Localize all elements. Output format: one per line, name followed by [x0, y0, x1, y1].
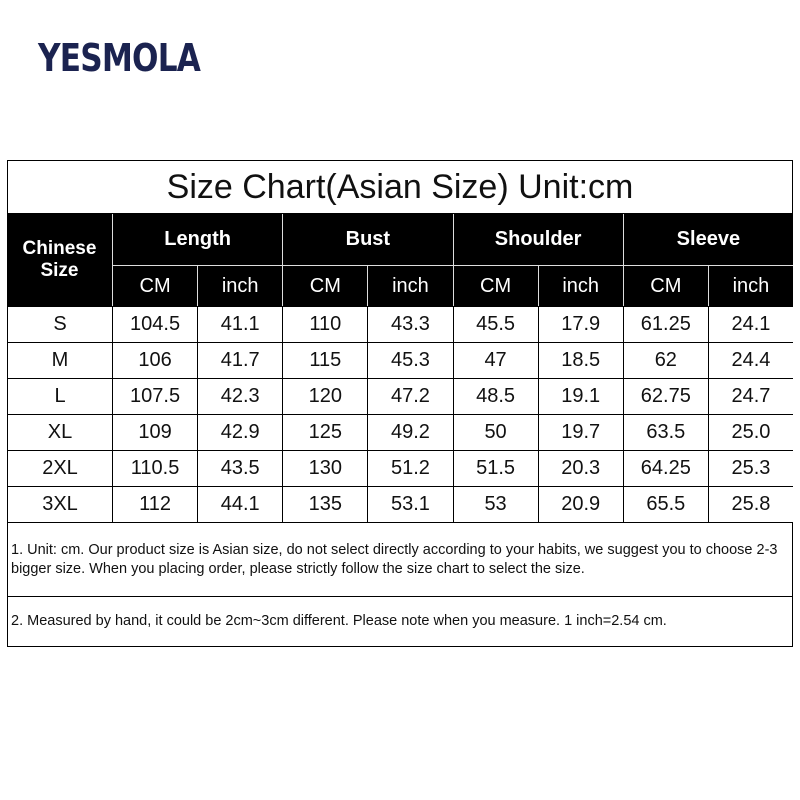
note: 2. Measured by hand, it could be 2cm~3cm… — [8, 597, 792, 646]
size-value: 61.25 — [623, 307, 708, 342]
size-value: 17.9 — [538, 307, 623, 342]
size-value: 115 — [283, 343, 368, 378]
size-value: 120 — [283, 379, 368, 414]
size-label: 2XL — [8, 451, 112, 486]
size-value: 18.5 — [538, 343, 623, 378]
size-value: 107.5 — [113, 379, 198, 414]
size-value: 24.1 — [708, 307, 793, 342]
unit-header: CM — [112, 265, 198, 306]
size-value: 130 — [283, 451, 368, 486]
size-value: 62.75 — [623, 379, 708, 414]
size-value: 20.9 — [538, 487, 623, 522]
group-header: Shoulder — [452, 214, 623, 265]
size-value: 64.25 — [623, 451, 708, 486]
size-value: 19.7 — [538, 415, 623, 450]
size-value: 110 — [283, 307, 368, 342]
brand: YESMOLA — [38, 36, 201, 80]
unit-header: inch — [707, 265, 793, 306]
size-value: 25.0 — [708, 415, 793, 450]
size-value: 20.3 — [538, 451, 623, 486]
size-label: L — [8, 379, 112, 414]
size-label: XL — [8, 415, 112, 450]
size-value: 45.3 — [368, 343, 453, 378]
size-value: 47.2 — [368, 379, 453, 414]
size-value: 42.3 — [198, 379, 283, 414]
size-value: 45.5 — [453, 307, 538, 342]
group-header: Length — [112, 214, 283, 265]
size-value: 19.1 — [538, 379, 623, 414]
size-value: 53.1 — [368, 487, 453, 522]
size-value: 51.2 — [368, 451, 453, 486]
size-value: 65.5 — [623, 487, 708, 522]
unit-header: CM — [282, 265, 368, 306]
size-value: 104.5 — [113, 307, 198, 342]
size-table: Size Chart(Asian Size) Unit:cm Chinese Si… — [7, 160, 793, 647]
size-value: 42.9 — [198, 415, 283, 450]
size-value: 41.7 — [198, 343, 283, 378]
size-value: 43.5 — [198, 451, 283, 486]
size-value: 51.5 — [453, 451, 538, 486]
unit-header: inch — [197, 265, 283, 306]
size-value: 24.7 — [708, 379, 793, 414]
size-value: 49.2 — [368, 415, 453, 450]
size-value: 62 — [623, 343, 708, 378]
unit-header: inch — [367, 265, 453, 306]
group-header: Bust — [282, 214, 453, 265]
size-value: 125 — [283, 415, 368, 450]
unit-header: CM — [622, 265, 708, 306]
size-value: 41.1 — [198, 307, 283, 342]
size-label: S — [8, 307, 112, 342]
size-value: 112 — [113, 487, 198, 522]
size-value: 24.4 — [708, 343, 793, 378]
size-value: 44.1 — [198, 487, 283, 522]
unit-header: inch — [537, 265, 623, 306]
size-label: 3XL — [8, 487, 112, 522]
size-value: 109 — [113, 415, 198, 450]
size-value: 47 — [453, 343, 538, 378]
note: 1. Unit: cm. Our product size is Asian s… — [8, 523, 792, 596]
size-value: 50 — [453, 415, 538, 450]
size-value: 25.3 — [708, 451, 793, 486]
size-value: 106 — [113, 343, 198, 378]
size-header: Chinese Size — [7, 214, 112, 306]
size-label: M — [8, 343, 112, 378]
size-value: 135 — [283, 487, 368, 522]
table-title: Size Chart(Asian Size) Unit:cm — [8, 161, 792, 213]
group-header: Sleeve — [622, 214, 793, 265]
size-value: 53 — [453, 487, 538, 522]
size-value: 63.5 — [623, 415, 708, 450]
size-value: 48.5 — [453, 379, 538, 414]
unit-header: CM — [452, 265, 538, 306]
size-value: 110.5 — [113, 451, 198, 486]
size-value: 25.8 — [708, 487, 793, 522]
size-value: 43.3 — [368, 307, 453, 342]
